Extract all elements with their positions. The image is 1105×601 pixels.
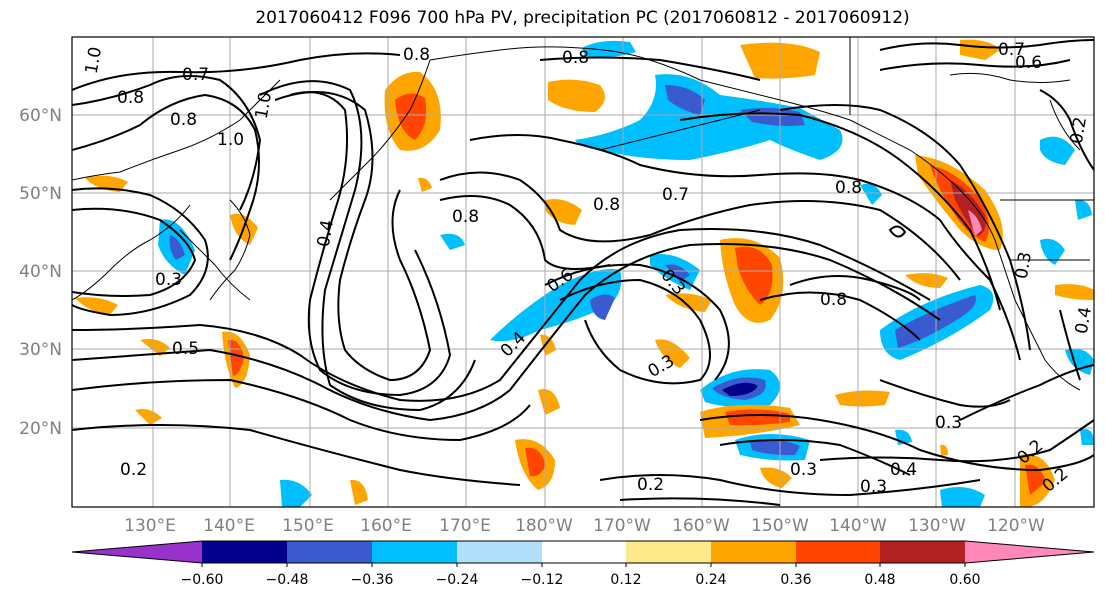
contour-label: 0.8	[117, 88, 144, 108]
contour-label: 0.2	[637, 475, 664, 495]
contour-label: 0.8	[452, 207, 479, 227]
lon-label: 160°E	[360, 516, 412, 536]
lat-label: 20°N	[19, 419, 62, 439]
contour-label: 0.8	[820, 290, 847, 310]
colorbar-tick-label: −0.36	[351, 572, 394, 588]
colorbar-tick-label: 0.24	[695, 572, 726, 588]
colorbar-ticks	[201, 563, 966, 567]
contour-labels: 1.0 0.7 0.8 1.0 0.8 1.0 0.8 0.7 0.6 0.8 …	[82, 40, 1096, 497]
contour-label: 0.4	[1072, 305, 1096, 335]
contour-label: 0.3	[790, 460, 817, 480]
colorbar-segment	[965, 541, 1094, 563]
contour-label: 0.3	[1012, 250, 1036, 280]
colorbar-tick-label: 0.12	[610, 572, 641, 588]
contour-label: 1.0	[217, 130, 244, 150]
contour-label: 0.4	[314, 218, 338, 248]
contour-label: 0.7	[662, 185, 689, 205]
pv-contours	[72, 39, 1094, 506]
colorbar-segment	[202, 541, 287, 563]
colorbar-tick-label: 0.48	[864, 572, 895, 588]
lon-label: 130°E	[124, 516, 176, 536]
colorbar-segment	[711, 541, 796, 563]
longitude-labels: 130°E 140°E 150°E 160°E 170°E 180°W 170°…	[124, 516, 1045, 536]
contour-label: 0.5	[172, 339, 199, 359]
colorbar-tick-label: −0.60	[181, 572, 224, 588]
contour-label: 0.7	[182, 65, 209, 85]
colorbar-segment	[880, 541, 965, 563]
colorbar-segment	[542, 541, 626, 563]
contour-label: 0.2	[120, 460, 147, 480]
lon-label: 180°W	[515, 516, 573, 536]
precipitation-shading	[75, 39, 1094, 507]
lon-label: 150°E	[282, 516, 334, 536]
contour-label: 0.8	[403, 45, 430, 65]
contour-label: 1.0	[252, 90, 276, 120]
lon-label: 170°E	[439, 516, 491, 536]
colorbar-segment	[457, 541, 542, 563]
lon-label: 160°W	[672, 516, 730, 536]
lat-label: 30°N	[19, 340, 62, 360]
contour-label: 1.0	[82, 45, 106, 75]
lat-label: 40°N	[19, 262, 62, 282]
lon-label: 140°W	[829, 516, 887, 536]
contour-label: 0.8	[835, 178, 862, 198]
colorbar: −0.60 −0.48 −0.36 −0.24 −0.12 0.12 0.24 …	[71, 540, 1095, 588]
colorbar-tick-label: 0.60	[949, 572, 980, 588]
contour-label: 0.7	[998, 40, 1025, 60]
lon-label: 150°W	[751, 516, 809, 536]
colorbar-tick-label: 0.36	[780, 572, 811, 588]
contour-label: 0.3	[860, 477, 887, 497]
colorbar-tick-label: −0.12	[521, 572, 564, 588]
map-frame	[71, 36, 1095, 508]
lon-label: 170°W	[593, 516, 651, 536]
graticule	[72, 37, 1094, 507]
lon-label: 130°W	[908, 516, 966, 536]
contour-label: 0.2	[1067, 115, 1091, 145]
colorbar-tick-label: −0.48	[266, 572, 309, 588]
lon-label: 120°W	[987, 516, 1045, 536]
contour-label: 0.6	[1015, 53, 1042, 73]
contour-label: 0.8	[562, 48, 589, 68]
latitude-labels: 60°N 50°N 40°N 30°N 20°N	[19, 106, 62, 439]
colorbar-segment	[796, 541, 880, 563]
colorbar-segment	[372, 541, 457, 563]
contour-label: 0.8	[170, 110, 197, 130]
lat-label: 60°N	[19, 106, 62, 126]
colorbar-tick-label: −0.24	[436, 572, 479, 588]
map-title: 2017060412 F096 700 hPa PV, precipitatio…	[255, 8, 910, 28]
contour-label: 0.4	[890, 460, 917, 480]
colorbar-segment	[287, 541, 372, 563]
contour-label: 0.3	[155, 270, 182, 290]
colorbar-segment	[626, 541, 711, 563]
colorbar-segment	[72, 541, 202, 563]
lat-label: 50°N	[19, 184, 62, 204]
contour-label: 0.3	[935, 413, 962, 433]
lon-label: 140°E	[203, 516, 255, 536]
contour-label: 0.8	[593, 195, 620, 215]
